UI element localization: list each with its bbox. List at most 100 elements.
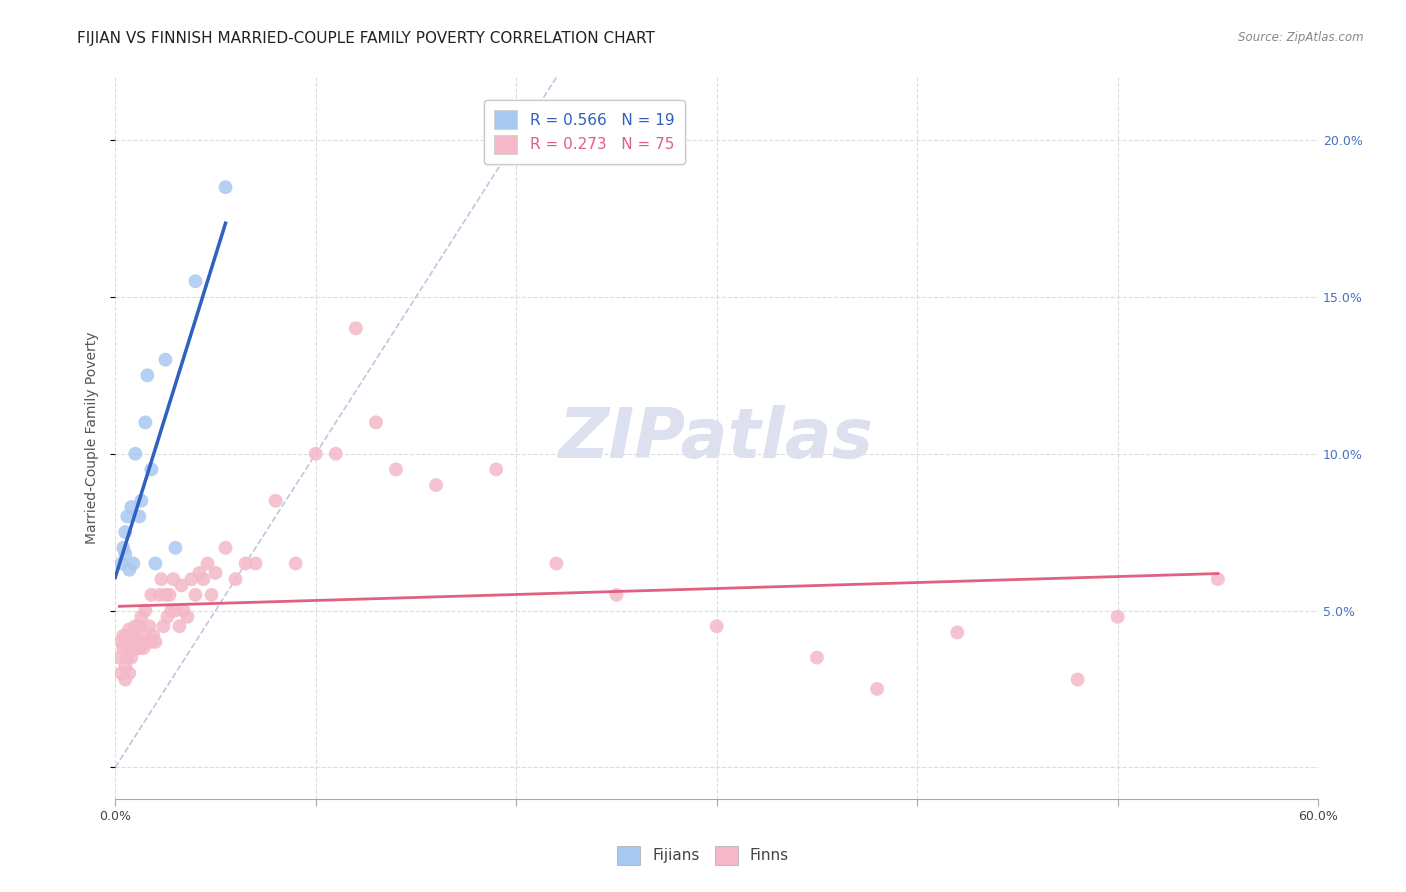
Point (110, 666, 132, 681)
Point (155, 588, 177, 602)
Point (118, 623, 141, 637)
Point (150, 572, 173, 586)
Point (117, 509, 139, 524)
Point (385, 462, 408, 476)
Point (134, 629, 156, 643)
Point (131, 609, 153, 624)
Point (866, 681, 889, 696)
Point (264, 493, 287, 508)
Point (157, 588, 180, 602)
Point (136, 368, 159, 383)
Point (138, 619, 160, 633)
Point (197, 557, 219, 571)
Point (110, 635, 132, 649)
Point (235, 557, 257, 571)
Point (145, 557, 167, 571)
Point (112, 629, 135, 643)
Point (120, 629, 142, 643)
Point (245, 557, 267, 571)
Point (200, 588, 222, 602)
Point (118, 563, 141, 577)
Point (946, 625, 969, 640)
Point (1107, 609, 1129, 624)
Point (806, 650, 828, 665)
Point (120, 500, 142, 514)
Point (148, 588, 170, 602)
Point (214, 180, 236, 194)
Point (706, 619, 728, 633)
Point (546, 557, 568, 571)
Legend: Fijians, Finns: Fijians, Finns (606, 836, 800, 875)
Point (114, 635, 136, 649)
Point (132, 641, 155, 656)
Point (108, 650, 131, 665)
Point (141, 462, 163, 476)
Point (114, 673, 136, 687)
Point (169, 619, 191, 633)
Point (188, 566, 211, 580)
Point (193, 572, 215, 586)
Point (124, 447, 146, 461)
Point (364, 416, 387, 430)
Point (344, 321, 367, 335)
Point (142, 629, 165, 643)
Point (145, 635, 167, 649)
Point (1206, 572, 1229, 586)
Point (184, 588, 207, 602)
Point (605, 588, 627, 602)
Point (165, 603, 187, 617)
Point (165, 541, 187, 555)
Point (485, 462, 508, 476)
Legend: R = 0.566   N = 19, R = 0.273   N = 75: R = 0.566 N = 19, R = 0.273 N = 75 (484, 100, 685, 164)
Point (134, 603, 156, 617)
Point (162, 572, 184, 586)
Point (127, 641, 149, 656)
Point (184, 274, 207, 288)
Point (172, 603, 194, 617)
Point (204, 566, 226, 580)
Point (176, 609, 198, 624)
Point (128, 641, 150, 656)
Point (156, 609, 179, 624)
Point (152, 619, 174, 633)
Point (117, 629, 139, 643)
Point (112, 641, 135, 656)
Point (136, 635, 159, 649)
Point (114, 660, 136, 674)
Point (110, 557, 132, 571)
Point (214, 541, 236, 555)
Text: ZIPatlas: ZIPatlas (560, 405, 875, 472)
Point (124, 619, 146, 633)
Point (112, 541, 135, 555)
Point (305, 447, 328, 461)
Point (117, 650, 139, 665)
Point (122, 629, 145, 643)
Point (1066, 673, 1088, 687)
Point (131, 635, 153, 649)
Point (141, 635, 163, 649)
Point (131, 493, 153, 508)
Point (120, 650, 142, 665)
Point (114, 547, 136, 561)
Text: FIJIAN VS FINNISH MARRIED-COUPLE FAMILY POVERTY CORRELATION CHART: FIJIAN VS FINNISH MARRIED-COUPLE FAMILY … (77, 31, 655, 46)
Point (225, 572, 247, 586)
Point (118, 641, 141, 656)
Y-axis label: Married-Couple Family Poverty: Married-Couple Family Poverty (86, 332, 100, 544)
Text: Source: ZipAtlas.com: Source: ZipAtlas.com (1239, 31, 1364, 45)
Point (180, 572, 202, 586)
Point (114, 525, 136, 540)
Point (425, 478, 447, 492)
Point (160, 603, 183, 617)
Point (284, 557, 307, 571)
Point (155, 352, 177, 367)
Point (141, 588, 163, 602)
Point (128, 619, 150, 633)
Point (122, 557, 145, 571)
Point (325, 447, 347, 461)
Point (118, 666, 141, 681)
Point (170, 578, 193, 592)
Point (124, 635, 146, 649)
Point (134, 416, 156, 430)
Point (122, 641, 145, 656)
Point (128, 509, 150, 524)
